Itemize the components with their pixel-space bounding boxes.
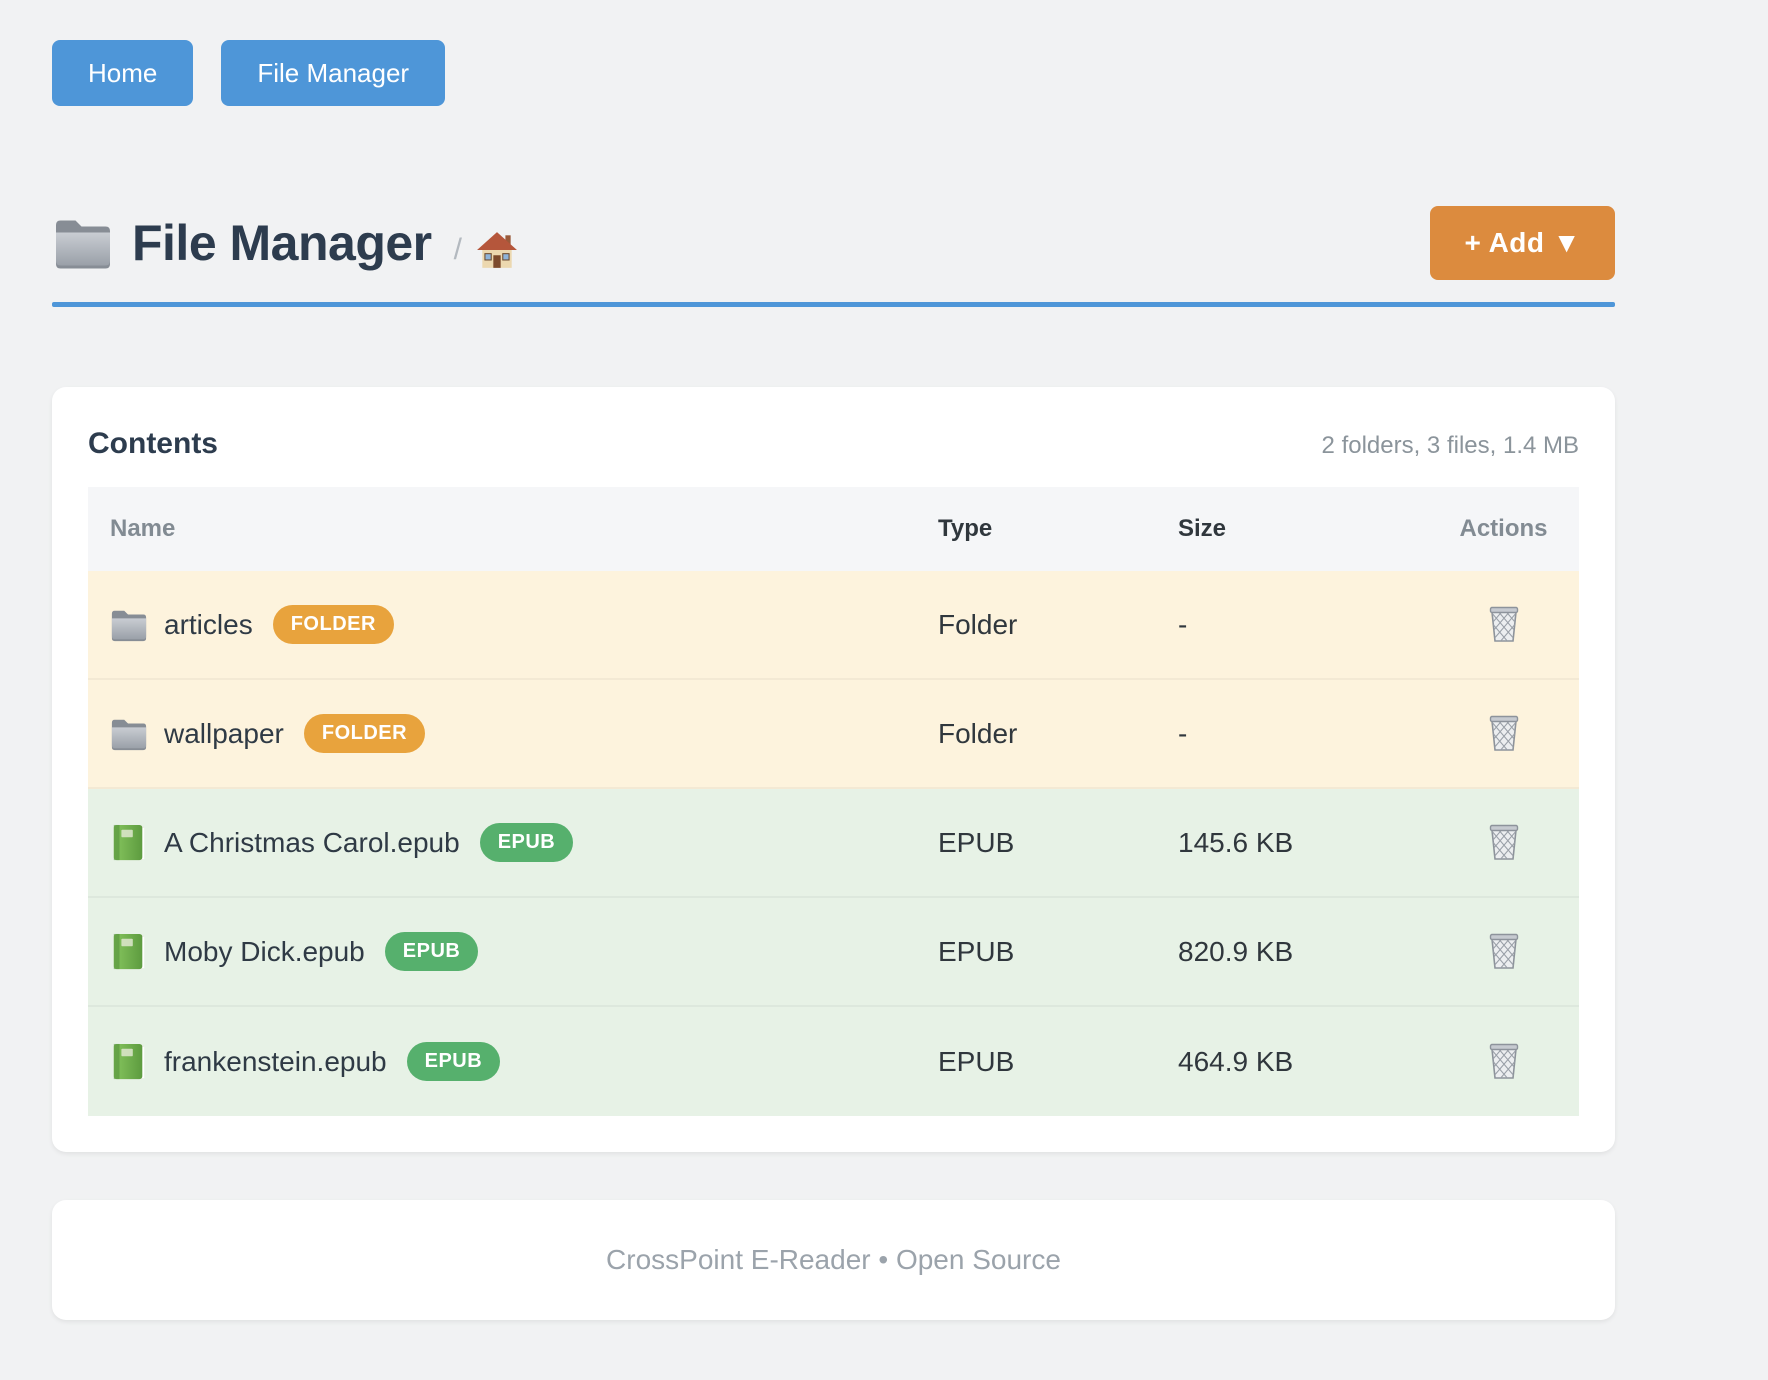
table-row[interactable]: Moby Dick.epub EPUB EPUB 820.9 KB [88, 898, 1579, 1007]
row-icon-slot [110, 1043, 164, 1081]
contents-summary: 2 folders, 3 files, 1.4 MB [1321, 432, 1579, 459]
header-divider [52, 302, 1615, 307]
page-title: File Manager [132, 215, 432, 271]
actions-cell [1428, 1036, 1579, 1087]
book-icon [113, 824, 145, 860]
size-cell: - [1178, 717, 1188, 749]
page-header: File Manager / + Add ▼ [52, 206, 1615, 280]
trash-icon [1489, 1043, 1518, 1079]
table-row[interactable]: frankenstein.epub EPUB EPUB 464.9 KB [88, 1007, 1579, 1116]
column-header-actions: Actions [1459, 515, 1548, 542]
name-cell: A Christmas Carol.epub EPUB [88, 823, 938, 862]
contents-card-header: Contents 2 folders, 3 files, 1.4 MB [88, 427, 1579, 461]
delete-button[interactable] [1483, 708, 1525, 756]
name-cell: Moby Dick.epub EPUB [88, 932, 938, 971]
file-manager-nav-button[interactable]: File Manager [221, 40, 446, 106]
column-header-name: Name [110, 515, 176, 542]
delete-button[interactable] [1483, 926, 1525, 974]
home-icon[interactable] [476, 229, 518, 271]
column-header-type: Type [938, 515, 993, 542]
table-header-row: Name Type Size Actions [88, 487, 1579, 571]
home-nav-button[interactable]: Home [52, 40, 194, 106]
column-header-size: Size [1178, 515, 1227, 542]
file-name-link[interactable]: frankenstein.epub [164, 1045, 387, 1077]
file-table: Name Type Size Actions articles FOLDER F… [88, 487, 1579, 1116]
folder-icon [111, 610, 147, 641]
name-cell: wallpaper FOLDER [88, 714, 938, 753]
file-name-link[interactable]: A Christmas Carol.epub [164, 826, 460, 858]
type-badge: EPUB [479, 823, 574, 862]
page-content: Home File Manager File Manager / [52, 0, 1615, 1320]
size-cell: 464.9 KB [1178, 1045, 1294, 1077]
type-cell: EPUB [938, 935, 1015, 967]
type-badge: EPUB [406, 1042, 501, 1081]
trash-icon [1489, 606, 1518, 642]
table-row[interactable]: A Christmas Carol.epub EPUB EPUB 145.6 K… [88, 789, 1579, 898]
book-icon [113, 1043, 145, 1079]
contents-card: Contents 2 folders, 3 files, 1.4 MB Name… [52, 387, 1615, 1152]
actions-cell [1428, 926, 1579, 977]
title-group: File Manager / [52, 214, 518, 272]
name-cell: articles FOLDER [88, 605, 938, 644]
footer-text: CrossPoint E-Reader • Open Source [606, 1244, 1061, 1275]
footer-card: CrossPoint E-Reader • Open Source [52, 1200, 1615, 1320]
file-name-link[interactable]: wallpaper [164, 717, 284, 749]
folder-icon [56, 220, 110, 269]
size-cell: 820.9 KB [1178, 935, 1294, 967]
actions-cell [1428, 817, 1579, 868]
actions-cell [1428, 599, 1579, 650]
trash-icon [1489, 933, 1518, 969]
delete-button[interactable] [1483, 599, 1525, 647]
type-badge: EPUB [384, 932, 479, 971]
trash-icon [1489, 715, 1518, 751]
type-cell: EPUB [938, 826, 1015, 858]
actions-cell [1428, 708, 1579, 759]
folder-icon [111, 719, 147, 750]
name-cell: frankenstein.epub EPUB [88, 1042, 938, 1081]
table-body: articles FOLDER Folder - [88, 571, 1579, 1116]
file-name-link[interactable]: articles [164, 608, 253, 640]
type-badge: FOLDER [272, 605, 394, 644]
type-badge: FOLDER [303, 714, 426, 753]
table-row[interactable]: articles FOLDER Folder - [88, 571, 1579, 680]
delete-button[interactable] [1483, 1036, 1525, 1084]
type-cell: Folder [938, 717, 1018, 749]
type-cell: EPUB [938, 1045, 1015, 1077]
file-name-link[interactable]: Moby Dick.epub [164, 935, 365, 967]
table-row[interactable]: wallpaper FOLDER Folder - [88, 680, 1579, 789]
size-cell: 145.6 KB [1178, 826, 1294, 858]
row-icon-slot [110, 933, 164, 971]
add-button[interactable]: + Add ▼ [1430, 206, 1615, 280]
type-cell: Folder [938, 608, 1018, 640]
breadcrumb-separator: / [453, 233, 462, 266]
top-nav: Home File Manager [52, 0, 1615, 106]
row-icon-slot [110, 824, 164, 862]
trash-icon [1489, 824, 1518, 860]
contents-title: Contents [88, 427, 218, 460]
book-icon [113, 933, 145, 969]
size-cell: - [1178, 608, 1188, 640]
row-icon-slot [110, 606, 164, 644]
delete-button[interactable] [1483, 817, 1525, 865]
row-icon-slot [110, 715, 164, 753]
